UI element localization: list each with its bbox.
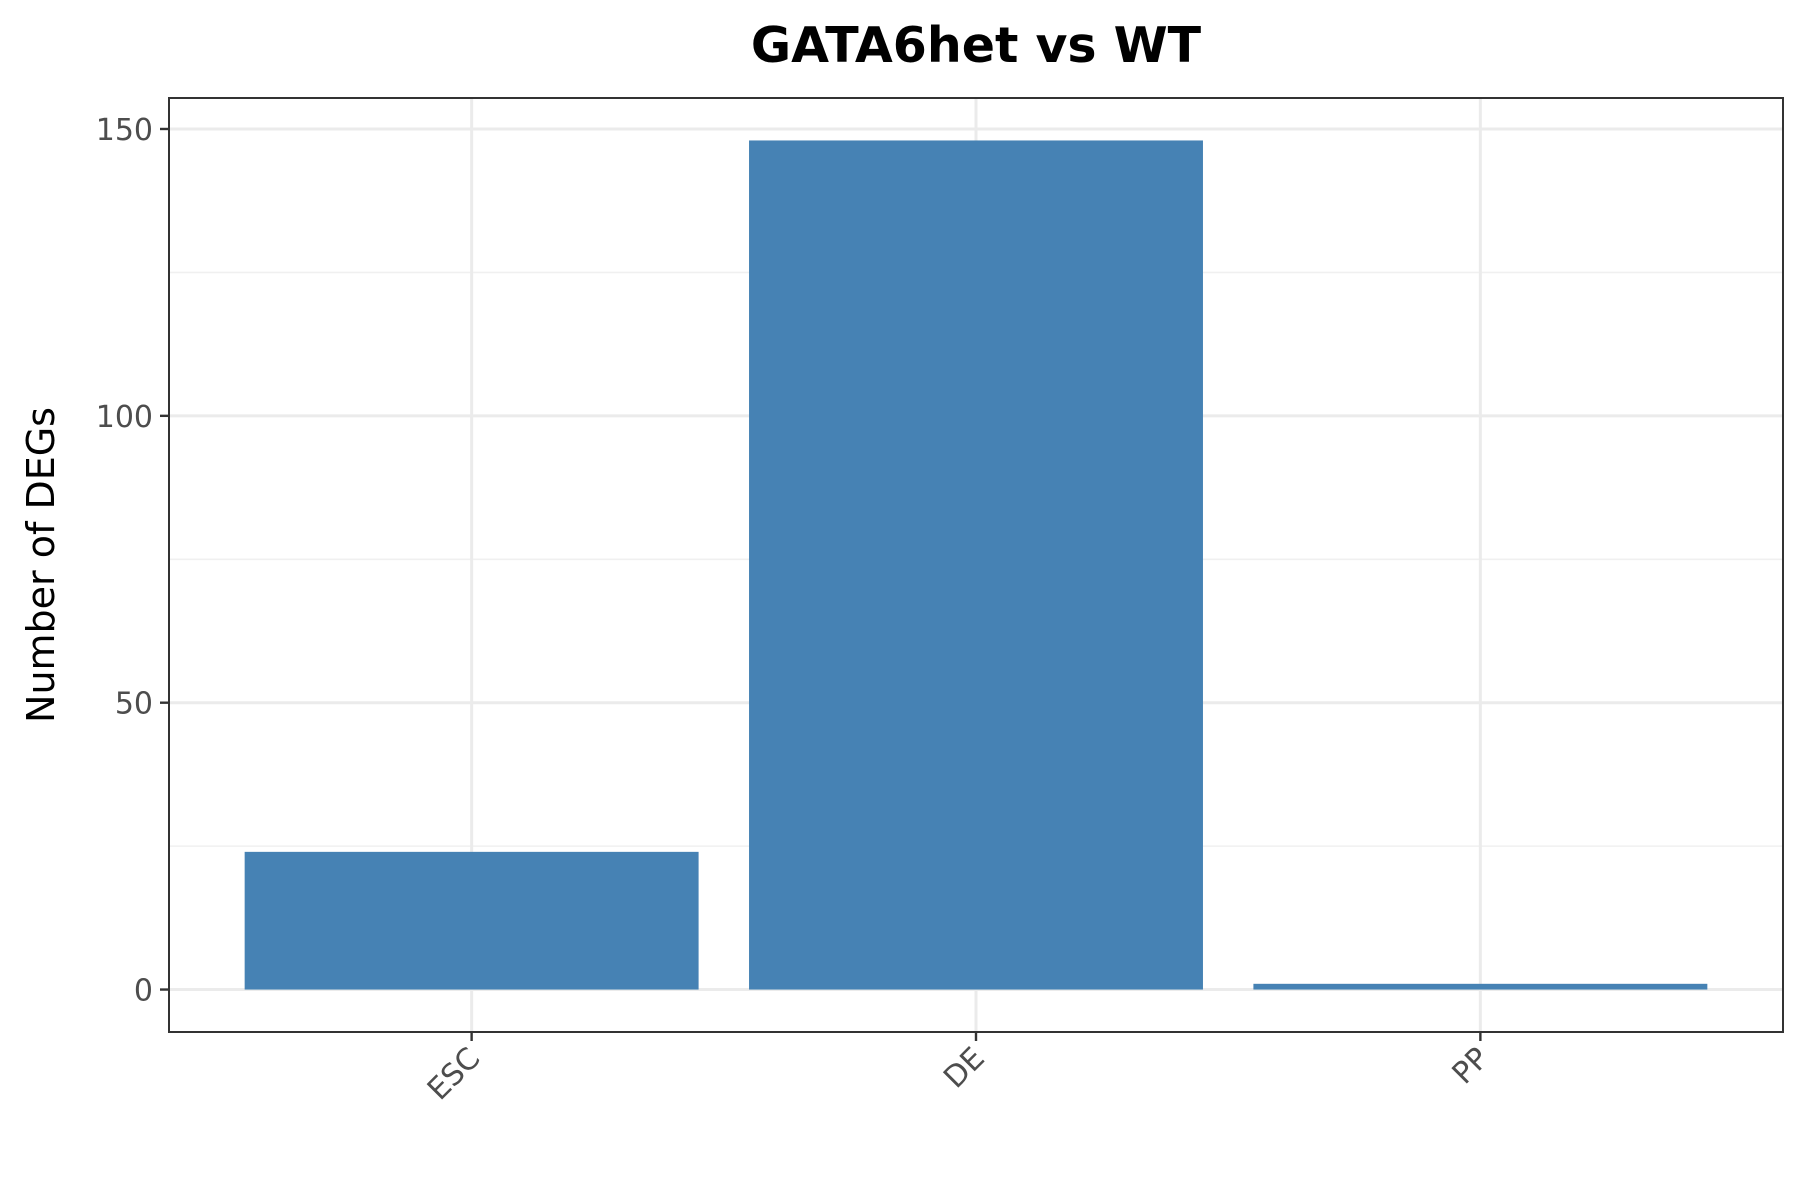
- y-tick-label: 0: [134, 974, 153, 1009]
- chart-title: GATA6het vs WT: [751, 17, 1202, 74]
- y-tick-label: 150: [96, 113, 153, 148]
- y-tick-label: 50: [115, 687, 153, 722]
- bars: [244, 140, 1708, 990]
- x-axis: ESC DE PP: [421, 1032, 1496, 1107]
- bar-esc: [244, 851, 699, 990]
- y-axis-label: Number of DEGs: [19, 407, 63, 723]
- bar-pp: [1253, 983, 1708, 990]
- x-tick-label-de: DE: [937, 1041, 991, 1095]
- y-tick-label: 100: [96, 400, 153, 435]
- y-axis: 0 50 100 150: [96, 113, 169, 1009]
- x-tick-label-pp: PP: [1446, 1041, 1496, 1091]
- x-tick-label-esc: ESC: [421, 1041, 487, 1107]
- bar-de: [749, 140, 1203, 990]
